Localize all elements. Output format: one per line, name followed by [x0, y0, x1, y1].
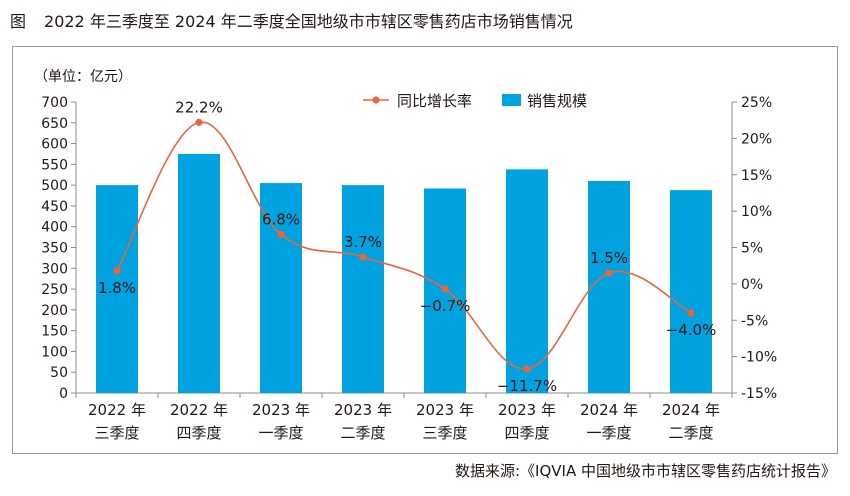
y-left-tick-label: 200 [41, 303, 68, 319]
bar [96, 185, 138, 393]
figure-label: 图 [10, 12, 27, 31]
y-left-tick-label: 550 [41, 157, 68, 173]
growth-point [605, 269, 613, 277]
y-left-tick-label: 150 [41, 324, 68, 340]
growth-point [359, 253, 367, 261]
growth-data-label: −0.7% [420, 297, 471, 315]
x-tick-label-year: 2022 年 [170, 401, 228, 419]
y-left-tick-label: 600 [41, 137, 68, 153]
y-right-tick-label: -5% [741, 313, 768, 329]
growth-point [195, 118, 203, 126]
bar [178, 153, 220, 393]
y-left-tick-label: 350 [41, 241, 68, 257]
chart-title: 图 2022 年三季度至 2024 年二季度全国地级市市辖区零售药店市场销售情况 [10, 8, 573, 32]
y-left-tick-label: 100 [41, 344, 68, 360]
growth-point [113, 267, 121, 275]
y-left-tick-label: 0 [59, 386, 68, 402]
y-right-tick-label: 0% [741, 277, 763, 293]
x-tick-label-quarter: 三季度 [94, 424, 139, 442]
y-right-tick-label: -10% [741, 350, 777, 366]
bar [588, 180, 630, 393]
y-right-tick-label: 25% [741, 95, 772, 111]
growth-point [277, 230, 285, 239]
y-left-tick-label: 400 [41, 220, 68, 236]
x-tick-label-quarter: 三季度 [422, 424, 467, 442]
growth-data-label: −11.7% [497, 377, 557, 395]
legend-item-sales: 销售规模 [527, 92, 587, 110]
x-tick-label-year: 2022 年 [88, 401, 146, 419]
x-tick-label-year: 2023 年 [416, 401, 474, 419]
legend-item-growth: 同比增长率 [397, 92, 472, 110]
y-right-tick-label: 15% [741, 168, 772, 184]
y-right-tick-label: 5% [741, 241, 763, 257]
y-right-tick-label: 10% [741, 204, 772, 220]
y-left-tick-label: 50 [50, 365, 68, 381]
chart-title-text: 2022 年三季度至 2024 年二季度全国地级市市辖区零售药店市场销售情况 [44, 12, 573, 31]
x-tick-label-year: 2024 年 [662, 401, 720, 419]
growth-point [441, 285, 449, 293]
x-tick-label-quarter: 一季度 [586, 424, 631, 442]
growth-data-label: 6.8% [262, 210, 300, 228]
bar [670, 190, 712, 393]
chart-frame [12, 46, 838, 454]
growth-data-label: 22.2% [175, 98, 223, 116]
growth-data-label: 1.8% [98, 279, 136, 297]
unit-label: （单位：亿元） [34, 69, 132, 85]
growth-point [523, 365, 531, 373]
y-right-tick-label: -15% [741, 386, 777, 402]
y-left-tick-label: 700 [41, 95, 68, 111]
growth-data-label: 1.5% [590, 249, 628, 267]
x-tick-label-year: 2023 年 [498, 401, 556, 419]
growth-data-label: −4.0% [666, 321, 717, 339]
growth-data-label: 3.7% [344, 233, 382, 251]
data-source: 数据来源:《IQVIA 中国地级市市辖区零售药店统计报告》 [454, 462, 836, 480]
y-left-tick-label: 300 [41, 261, 68, 277]
x-tick-label-quarter: 二季度 [668, 424, 713, 442]
x-tick-label-year: 2023 年 [334, 401, 392, 419]
x-tick-label-quarter: 一季度 [258, 424, 303, 442]
x-tick-label-quarter: 四季度 [176, 424, 221, 442]
growth-point [687, 309, 695, 317]
legend-line-marker [372, 96, 380, 104]
x-tick-label-quarter: 二季度 [340, 424, 385, 442]
x-tick-label-quarter: 四季度 [504, 424, 549, 442]
y-left-tick-label: 450 [41, 199, 68, 215]
x-tick-label-year: 2024 年 [580, 401, 638, 419]
y-left-tick-label: 650 [41, 116, 68, 132]
bar [342, 185, 384, 393]
y-left-tick-label: 250 [41, 282, 68, 298]
y-left-tick-label: 500 [41, 178, 68, 194]
x-tick-label-year: 2023 年 [252, 401, 310, 419]
y-right-tick-label: 20% [741, 131, 772, 147]
legend-bar-swatch [502, 94, 521, 106]
bar [506, 169, 548, 393]
